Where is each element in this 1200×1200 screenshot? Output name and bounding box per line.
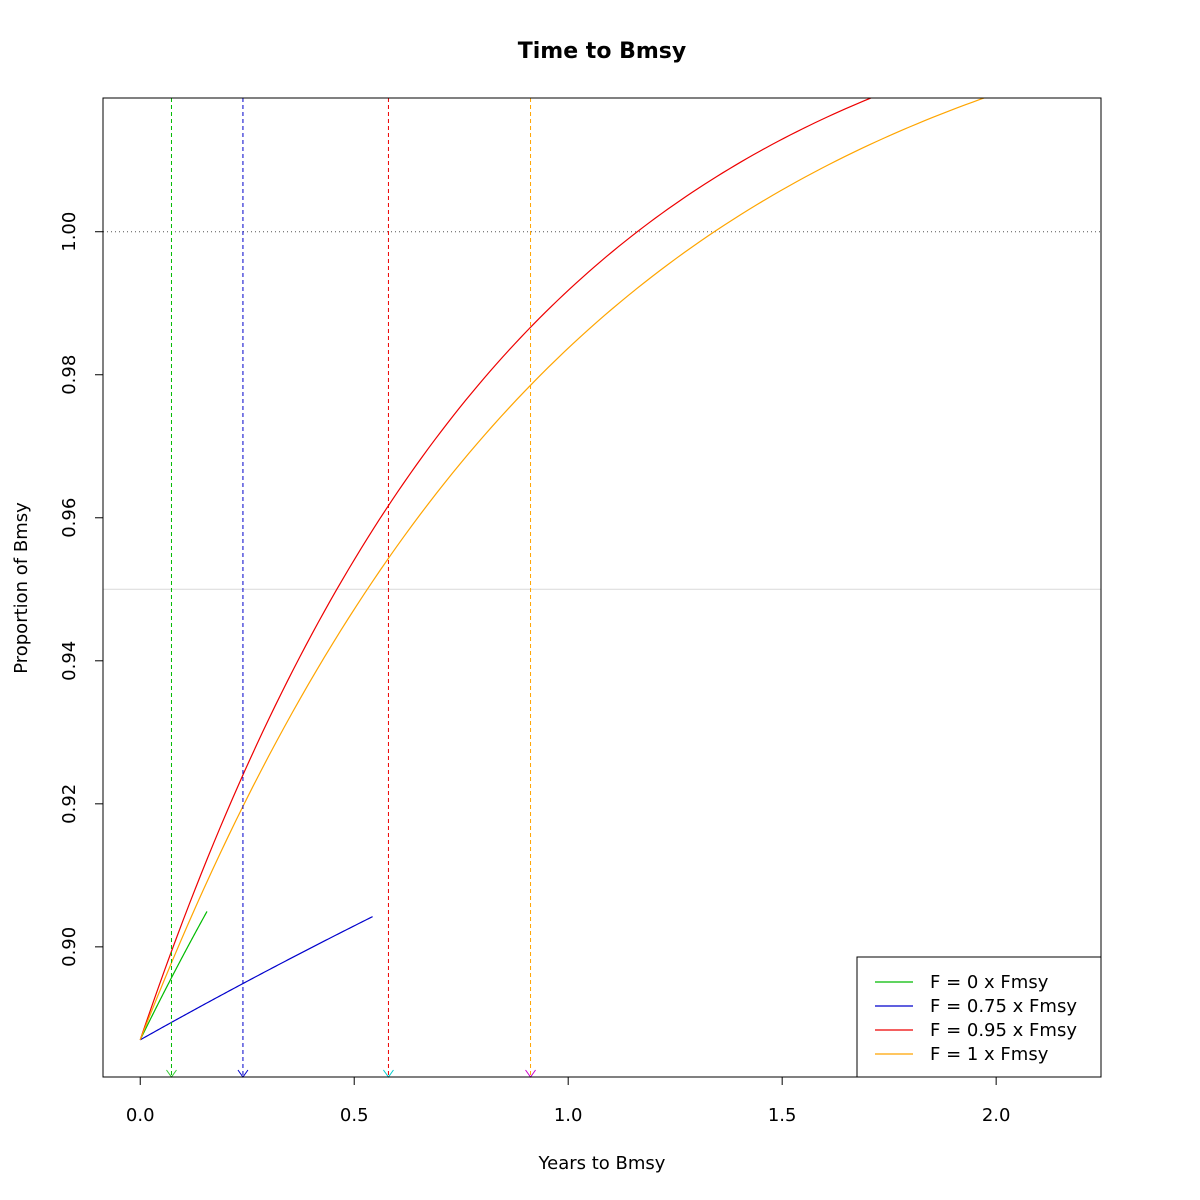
series-line-2 xyxy=(139,98,873,1041)
series-lines xyxy=(139,98,986,1041)
time-markers xyxy=(166,98,536,1078)
y-axis-title: Proportion of Bmsy xyxy=(11,502,32,674)
y-tick-label: 0.96 xyxy=(59,498,80,538)
y-tick-label: 0.98 xyxy=(59,355,80,395)
legend-label: F = 0.95 x Fmsy xyxy=(930,1020,1077,1041)
y-tick-label: 1.00 xyxy=(59,212,80,252)
legend: F = 0 x Fmsy F = 0.75 x Fmsy F = 0.95 x Fm… xyxy=(856,956,1102,1078)
legend-label: F = 0 x Fmsy xyxy=(930,972,1049,993)
x-tick-label: 1.0 xyxy=(554,1105,583,1126)
legend-box xyxy=(856,956,1102,1078)
y-tick-label: 0.92 xyxy=(59,784,80,824)
reference-lines xyxy=(103,231,1101,590)
legend-label: F = 0.75 x Fmsy xyxy=(930,996,1077,1017)
x-tick-label: 2.0 xyxy=(982,1105,1011,1126)
x-tick-label: 0.0 xyxy=(126,1105,155,1126)
series-line-1 xyxy=(139,916,373,1041)
series-line-3 xyxy=(139,98,986,1041)
x-tick-label: 1.5 xyxy=(768,1105,797,1126)
series-line-0 xyxy=(139,911,208,1041)
y-tick-label: 0.94 xyxy=(59,641,80,681)
y-axis: 0.90 0.92 0.94 0.96 0.98 1.00 xyxy=(59,212,104,967)
x-axis-title: Years to Bmsy xyxy=(538,1153,666,1174)
x-axis: 0.0 0.5 1.0 1.5 2.0 xyxy=(126,1076,1011,1126)
plot-frame xyxy=(102,97,1102,1078)
y-tick-label: 0.90 xyxy=(59,927,80,967)
chart-title: Time to Bmsy xyxy=(518,39,686,64)
legend-label: F = 1 x Fmsy xyxy=(930,1044,1049,1065)
x-tick-label: 0.5 xyxy=(340,1105,369,1126)
